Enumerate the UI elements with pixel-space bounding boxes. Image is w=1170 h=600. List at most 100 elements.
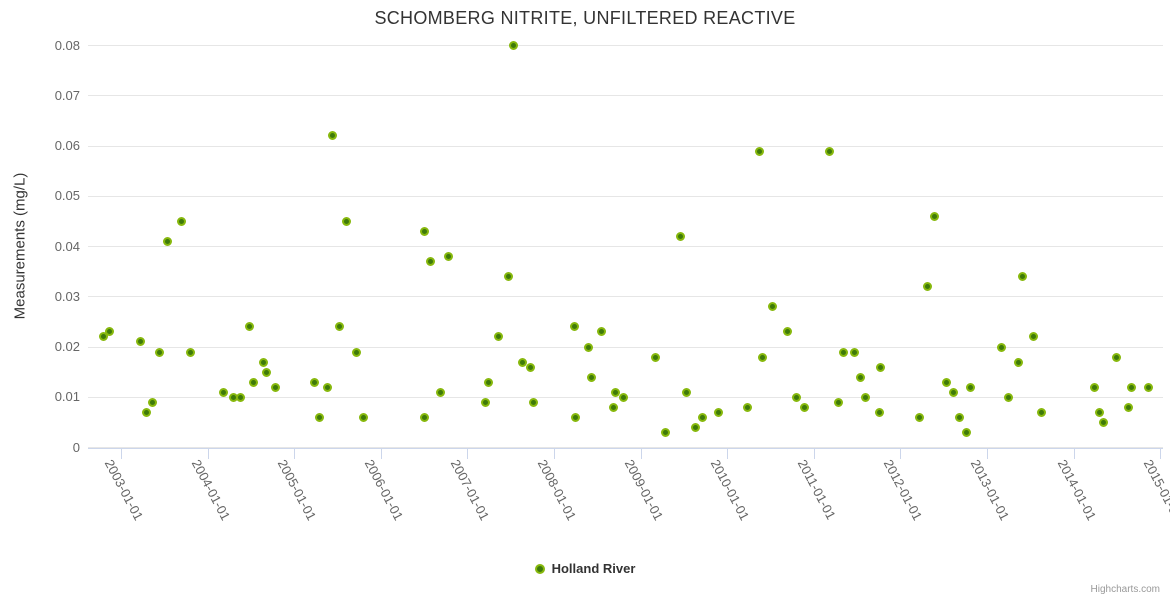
data-point[interactable] [420,412,430,422]
x-axis-tick [1160,448,1162,459]
data-point[interactable] [419,226,429,236]
data-point[interactable] [481,397,491,407]
data-point[interactable] [583,342,593,352]
data-point[interactable] [359,412,369,422]
data-point[interactable] [698,412,708,422]
x-axis-tick-label: 2003-01-01 [101,457,147,523]
data-point[interactable] [335,322,345,332]
data-point[interactable] [876,362,886,372]
data-point[interactable] [691,422,701,432]
data-point[interactable] [494,332,504,342]
data-point[interactable] [322,382,332,392]
data-point[interactable] [1144,382,1154,392]
data-point[interactable] [271,382,281,392]
data-point[interactable] [1004,392,1014,402]
data-point[interactable] [767,302,777,312]
data-point[interactable] [1123,402,1133,412]
data-point[interactable] [942,377,952,387]
data-point[interactable] [236,392,246,402]
data-point[interactable] [834,397,844,407]
data-point[interactable] [249,377,259,387]
data-point[interactable] [839,347,849,357]
data-point[interactable] [743,402,753,412]
x-axis-tick-label: 2011-01-01 [794,457,839,522]
data-point[interactable] [352,347,362,357]
data-point[interactable] [651,352,661,362]
x-axis-tick-label: 2014-01-01 [1054,457,1099,523]
data-point[interactable] [949,387,959,397]
data-point[interactable] [244,322,254,332]
x-axis-tick-label: 2005-01-01 [274,457,320,523]
legend-marker-icon [534,563,545,574]
data-point[interactable] [682,387,692,397]
data-point[interactable] [570,322,580,332]
y-gridline [88,45,1163,46]
data-point[interactable] [571,412,581,422]
data-point[interactable] [444,252,454,262]
data-point[interactable] [860,392,870,402]
data-point[interactable] [966,382,976,392]
data-point[interactable] [1037,407,1047,417]
data-point[interactable] [955,412,965,422]
y-axis-tick-label: 0.08 [54,37,80,53]
data-point[interactable] [1014,357,1024,367]
data-point[interactable] [1029,332,1039,342]
data-point[interactable] [163,236,172,246]
data-point[interactable] [341,216,351,226]
data-point[interactable] [714,407,724,417]
data-point[interactable] [177,216,186,226]
data-point[interactable] [1098,417,1108,427]
x-axis-tick [467,448,469,459]
data-point[interactable] [875,407,885,417]
data-point[interactable] [1018,272,1028,282]
data-point[interactable] [99,332,109,342]
data-point[interactable] [426,257,436,267]
data-point[interactable] [155,347,165,357]
data-point[interactable] [328,131,338,141]
data-point[interactable] [136,337,146,347]
data-point[interactable] [930,211,940,221]
data-point[interactable] [259,357,269,367]
data-point[interactable] [219,387,229,397]
x-axis-tick [987,448,988,459]
data-point[interactable] [825,146,835,156]
data-point[interactable] [262,367,272,377]
data-point[interactable] [186,347,196,357]
data-point[interactable] [148,397,158,407]
data-point[interactable] [997,342,1007,352]
data-point[interactable] [856,372,866,382]
data-point[interactable] [923,282,933,292]
data-point[interactable] [755,146,765,156]
data-point[interactable] [529,397,539,407]
data-point[interactable] [610,387,620,397]
data-point[interactable] [791,392,801,402]
data-point[interactable] [141,407,151,417]
data-point[interactable] [676,231,686,241]
data-point[interactable] [587,372,597,382]
data-point[interactable] [962,427,972,437]
data-point[interactable] [1126,382,1136,392]
highcharts-credits-link[interactable]: Highcharts.com [1090,584,1160,595]
data-point[interactable] [436,387,446,397]
legend-item-holland-river[interactable]: Holland River [0,561,1170,576]
data-point[interactable] [504,272,514,282]
data-point[interactable] [310,377,320,387]
data-point[interactable] [509,41,519,50]
data-point[interactable] [525,362,535,372]
data-point[interactable] [914,412,924,422]
data-point[interactable] [1111,352,1121,362]
data-point[interactable] [597,327,607,337]
data-point[interactable] [660,427,670,437]
data-point[interactable] [1095,407,1105,417]
data-point[interactable] [484,377,494,387]
data-point[interactable] [850,347,860,357]
data-point[interactable] [518,357,528,367]
data-point[interactable] [608,402,618,412]
data-point[interactable] [799,402,809,412]
data-point[interactable] [1089,382,1099,392]
data-point[interactable] [619,392,629,402]
data-point[interactable] [757,352,767,362]
data-point[interactable] [782,327,792,337]
data-point[interactable] [315,412,325,422]
data-point[interactable] [105,327,115,337]
